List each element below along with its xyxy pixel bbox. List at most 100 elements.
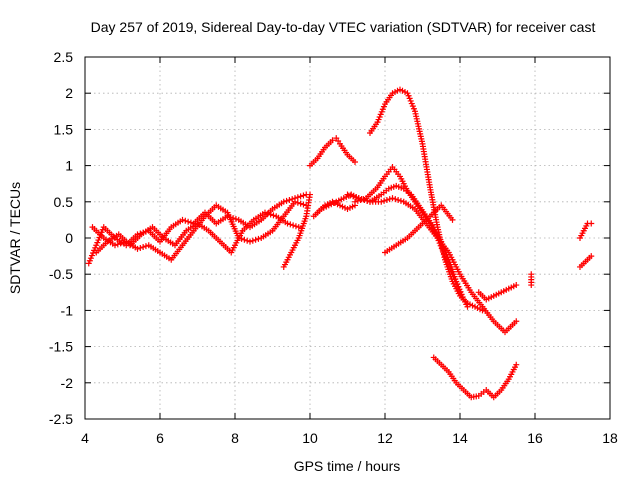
data-point [513, 318, 520, 325]
y-tick-label: -1.5 [49, 339, 73, 355]
data-point [300, 201, 307, 208]
series-track-k [382, 202, 456, 256]
data-point [244, 237, 251, 244]
x-axis-label: GPS time / hours [294, 458, 401, 474]
chart-title: Day 257 of 2019, Sidereal Day-to-day VTE… [91, 19, 596, 35]
data-point [449, 216, 456, 223]
series-track-e [310, 191, 520, 336]
data-point [513, 361, 520, 368]
series-track-i [307, 135, 358, 169]
x-tick-label: 16 [527, 430, 543, 446]
data-point [347, 192, 354, 199]
data-point [140, 244, 147, 251]
data-point [294, 194, 301, 201]
data-point [364, 197, 371, 204]
x-tick-label: 14 [452, 430, 468, 446]
data-point [280, 198, 287, 205]
data-point [249, 237, 256, 244]
x-tick-label: 8 [231, 430, 239, 446]
y-tick-label: -0.5 [49, 266, 73, 282]
data-point [247, 238, 253, 245]
data-point [290, 222, 297, 229]
data-point [182, 217, 189, 224]
data-point [120, 239, 127, 246]
x-tick-label: 6 [156, 430, 164, 446]
data-point [287, 221, 294, 228]
data-point [389, 195, 396, 202]
y-tick-label: 1 [65, 158, 73, 174]
data-point [350, 193, 357, 200]
y-tick-label: 2.5 [54, 49, 74, 65]
data-point [114, 241, 121, 248]
data-point [397, 197, 404, 204]
series-track-p [577, 220, 595, 241]
y-tick-label: -1 [61, 302, 74, 318]
series-track-j [367, 86, 486, 314]
y-tick-label: 0.5 [54, 194, 74, 210]
data-point [307, 191, 313, 198]
data-point [264, 210, 271, 217]
data-point [238, 235, 245, 242]
data-point [255, 235, 262, 242]
data-point [262, 209, 268, 216]
x-tick-label: 12 [377, 430, 393, 446]
data-point [355, 195, 362, 202]
data-point [386, 196, 393, 203]
data-point [283, 197, 290, 204]
grid [85, 57, 610, 419]
y-tick-label: 2 [65, 85, 73, 101]
data-point [383, 196, 390, 203]
x-tick-label: 10 [302, 430, 318, 446]
y-tick-label: 1.5 [54, 121, 74, 137]
data-point [378, 198, 385, 205]
x-tick-label: 4 [81, 430, 89, 446]
data-point [252, 236, 259, 243]
data-point [352, 158, 358, 165]
series-track-d [280, 191, 313, 270]
data-point [395, 196, 402, 203]
data-point [354, 197, 361, 204]
data-point [329, 137, 336, 144]
x-tick-label: 18 [602, 430, 618, 446]
data-point [292, 223, 299, 230]
series-track-n [528, 271, 535, 289]
data-point [297, 200, 304, 207]
data-point [267, 211, 274, 218]
data-point [137, 244, 144, 251]
data-point [142, 243, 149, 250]
data-point [112, 242, 118, 249]
axis-ticks: 4 6 8 10 12 14 16 18 2.5 2 1.5 1 0.5 0 -0.5 -1 -1.5 -2 -2.… [49, 49, 618, 446]
data-points [85, 86, 595, 401]
data-point [344, 191, 351, 198]
y-tick-label: -2 [61, 375, 74, 391]
data-point [513, 282, 520, 289]
data-point [392, 196, 399, 203]
data-point [232, 215, 239, 222]
series-track-b [89, 198, 310, 263]
data-point [300, 192, 307, 199]
y-axis-label: SDTVAR / TECUs [7, 182, 23, 294]
series-track-m [430, 354, 520, 401]
data-point [179, 216, 186, 223]
data-point [358, 196, 365, 203]
data-point [528, 282, 535, 289]
data-point [185, 218, 192, 225]
y-tick-label: 0 [65, 230, 73, 246]
data-point [295, 224, 302, 231]
y-tick-label: -2.5 [49, 411, 73, 427]
data-point [352, 194, 359, 201]
data-point [588, 220, 595, 227]
data-point [297, 193, 304, 200]
series-track-o [577, 253, 595, 270]
data-point [286, 196, 293, 203]
series-track-f [314, 198, 358, 216]
data-point [187, 219, 194, 226]
data-point [294, 199, 301, 206]
data-point [117, 240, 124, 247]
data-point [284, 220, 291, 227]
data-point [381, 197, 388, 204]
data-point [479, 307, 486, 314]
data-point [134, 245, 141, 252]
data-point [352, 198, 358, 205]
